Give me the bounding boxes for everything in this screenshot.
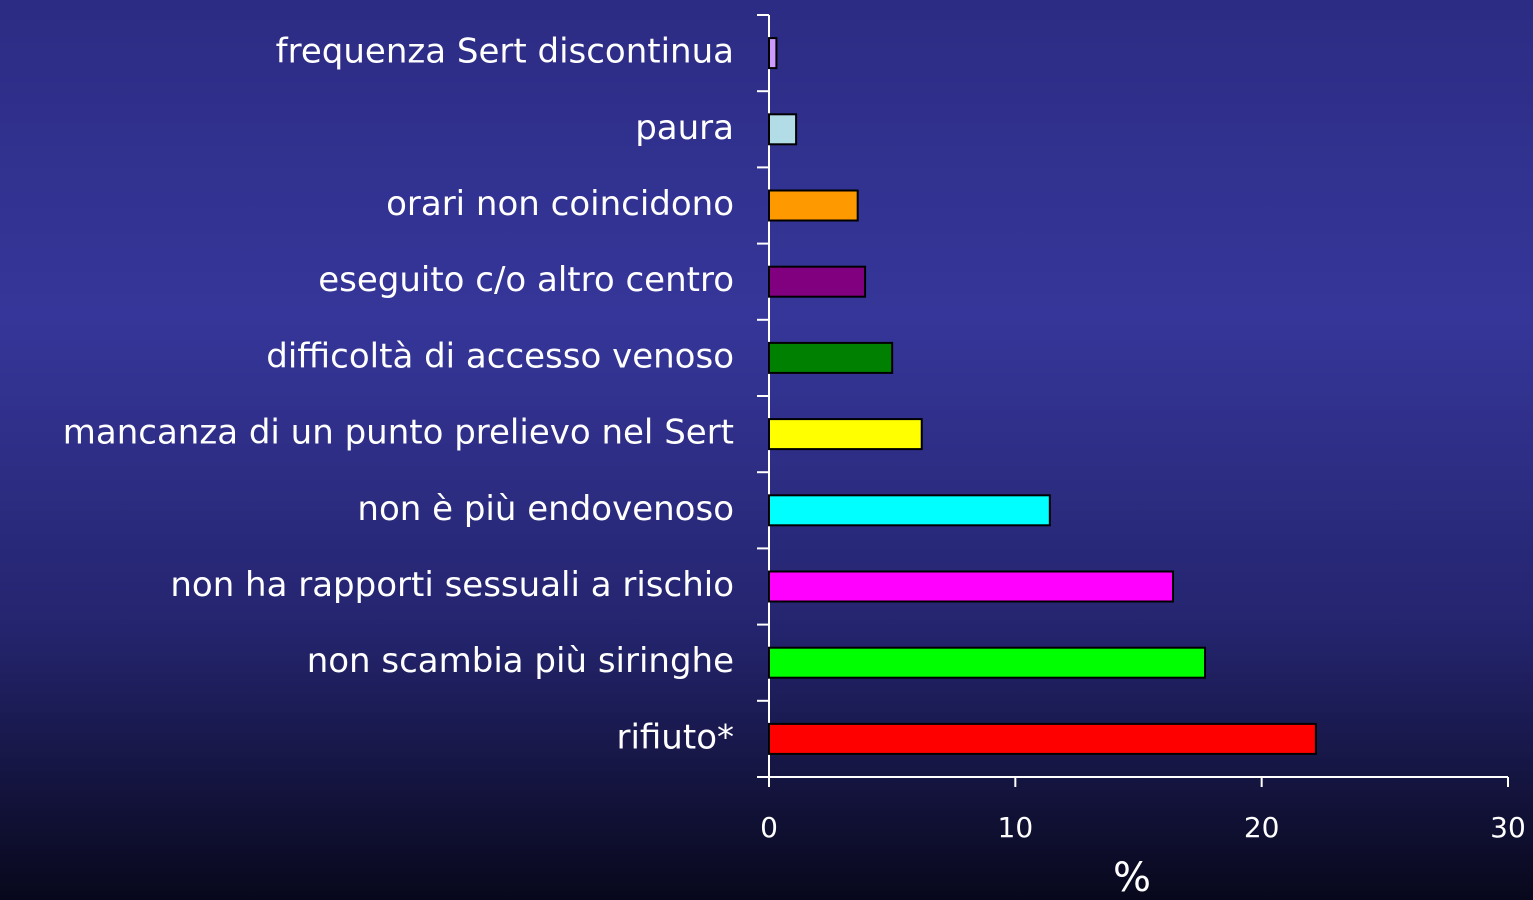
x-tick-label: 10 bbox=[998, 811, 1034, 844]
bar bbox=[768, 265, 867, 298]
y-tick-label: eseguito c/o altro centro bbox=[318, 260, 734, 300]
bar bbox=[768, 418, 923, 451]
bar bbox=[768, 570, 1174, 603]
x-axis-label: % bbox=[1113, 855, 1151, 900]
y-tick-label: non ha rapporti sessuali a rischio bbox=[170, 565, 734, 605]
bar bbox=[768, 189, 859, 222]
y-tick-label: non è più endovenoso bbox=[357, 489, 734, 529]
y-tick-label: mancanza di un punto prelievo nel Sert bbox=[63, 413, 734, 453]
y-tick-label: difficoltà di accesso venoso bbox=[266, 336, 734, 376]
y-tick-label: orari non coincidono bbox=[386, 184, 734, 224]
y-tick-label: frequenza Sert discontinua bbox=[276, 32, 734, 72]
bar bbox=[768, 37, 778, 70]
x-tick-label: 30 bbox=[1490, 811, 1526, 844]
y-tick-label: paura bbox=[635, 108, 734, 148]
y-tick-label: rifiuto* bbox=[616, 717, 734, 757]
bar bbox=[768, 722, 1317, 755]
bar bbox=[768, 646, 1207, 679]
x-tick-label: 20 bbox=[1244, 811, 1280, 844]
bar bbox=[768, 341, 894, 374]
y-tick-label: non scambia più siringhe bbox=[307, 641, 734, 681]
x-tick-label: 0 bbox=[760, 811, 778, 844]
bar bbox=[768, 113, 798, 146]
bar bbox=[768, 494, 1051, 527]
